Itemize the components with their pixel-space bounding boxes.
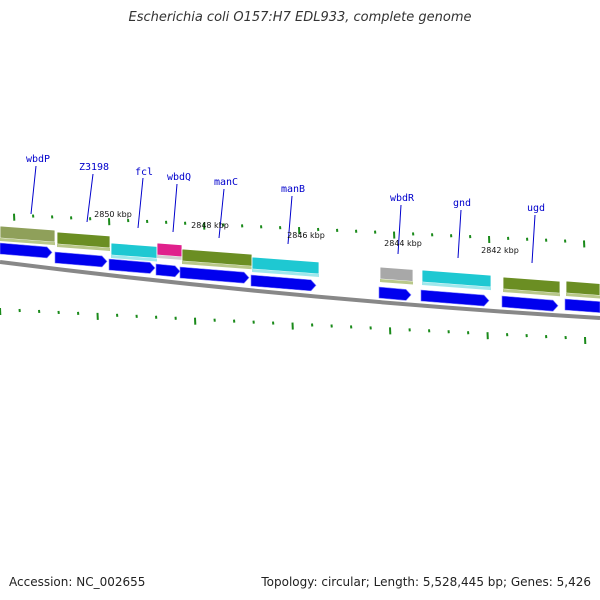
forward-feature-shade — [157, 255, 182, 260]
reverse-feature-arrow — [564, 298, 600, 313]
gene-leader-line — [457, 209, 462, 259]
outer-tick-marks — [13, 213, 586, 248]
kbp-position-label: 2846 kbp — [287, 231, 325, 240]
kbp-position-label: 2842 kbp — [481, 246, 519, 255]
accession-text: Accession: NC_002655 — [9, 575, 146, 589]
gene-label-manc[interactable]: manC — [214, 177, 238, 188]
reverse-feature-arrow — [420, 289, 490, 307]
gene-leader-line — [172, 183, 178, 233]
forward-feature-shade — [57, 244, 110, 251]
forward-feature-shade — [111, 255, 157, 262]
reverse-strand-features — [0, 242, 600, 313]
gene-label-wbdq[interactable]: wbdQ — [167, 172, 191, 183]
genome-backbone — [0, 260, 600, 320]
forward-feature-block — [156, 242, 183, 258]
reverse-feature-arrow — [250, 274, 317, 292]
forward-feature-block — [565, 280, 600, 296]
kbp-position-label: 2844 kbp — [384, 239, 422, 248]
gene-label-wbdp[interactable]: wbdP — [26, 154, 50, 165]
reverse-feature-arrow — [0, 242, 53, 259]
gene-leader-line — [86, 173, 94, 223]
gene-leader-line — [531, 214, 536, 264]
reverse-feature-arrow — [155, 263, 181, 278]
gene-leader-line — [397, 204, 402, 255]
kbp-position-label: 2848 kbp — [191, 221, 229, 230]
gene-leader-line — [287, 195, 293, 245]
reverse-feature-arrow — [54, 251, 108, 268]
kbp-position-label: 2850 kbp — [94, 210, 132, 219]
kbp-labels: 2850 kbp 2848 kbp 2846 kbp 2844 kbp 2842 kbp — [94, 210, 519, 255]
gene-label-fcl[interactable]: fcl — [135, 167, 153, 178]
inner-tick-marks — [0, 307, 587, 345]
reverse-feature-arrow — [179, 266, 250, 284]
gene-label-manb[interactable]: manB — [281, 184, 305, 195]
gene-leader-line — [137, 177, 144, 229]
forward-feature-shade — [503, 289, 560, 297]
forward-feature-shade — [422, 282, 491, 291]
gene-labels: wbdP Z3198 fcl wbdQ manC manB wbdR gnd ugd — [26, 154, 545, 264]
gene-label-wbdr[interactable]: wbdR — [390, 193, 415, 204]
reverse-feature-arrow — [501, 295, 559, 312]
gene-label-z3198[interactable]: Z3198 — [79, 162, 109, 173]
forward-feature-shade — [566, 293, 600, 299]
forward-feature-shade — [182, 261, 252, 270]
forward-feature-shade — [252, 269, 319, 278]
gene-label-ugd[interactable]: ugd — [527, 203, 545, 214]
forward-strand-features — [0, 225, 600, 299]
reverse-feature-arrow — [378, 286, 412, 301]
forward-feature-shade — [0, 238, 55, 246]
map-title: Escherichia coli O157:H7 EDL933, complet… — [128, 10, 472, 25]
forward-feature-block — [379, 266, 414, 282]
gene-leader-line — [218, 188, 225, 239]
genome-summary-text: Topology: circular; Length: 5,528,445 bp… — [261, 575, 591, 589]
forward-feature-shade — [380, 279, 413, 285]
reverse-feature-arrow — [108, 258, 156, 274]
gene-leader-line — [30, 165, 37, 215]
gene-label-gnd[interactable]: gnd — [453, 198, 471, 209]
